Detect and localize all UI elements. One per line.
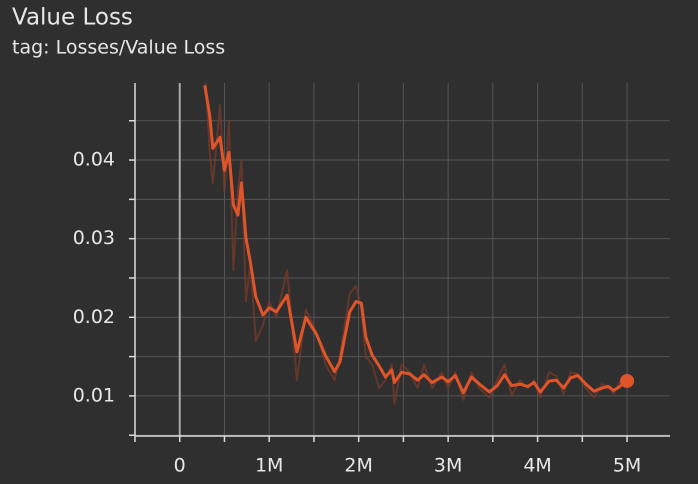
y-tick-label: 0.03 bbox=[73, 227, 115, 249]
axes: 0.01 0.02 0.03 0.04 0 1M 2M 3M 4M 5M bbox=[73, 83, 670, 477]
x-tick-label: 1M bbox=[255, 455, 283, 477]
chart-subtitle: tag: Losses/Value Loss bbox=[12, 37, 225, 59]
x-tick-label: 4M bbox=[523, 455, 551, 477]
raw-line bbox=[204, 83, 628, 405]
chart-title: Value Loss bbox=[12, 5, 133, 31]
y-tick-label: 0.01 bbox=[73, 384, 115, 406]
y-tick-label: 0.02 bbox=[73, 306, 115, 328]
plot-area bbox=[203, 83, 628, 405]
x-tick-label: 2M bbox=[344, 455, 372, 477]
x-tick-label: 5M bbox=[613, 455, 641, 477]
last-point bbox=[620, 373, 635, 388]
y-tick-label: 0.04 bbox=[73, 149, 115, 171]
smoothed-line bbox=[203, 85, 628, 395]
grid bbox=[134, 83, 670, 436]
x-tick-label: 0 bbox=[174, 455, 186, 477]
x-tick-label: 3M bbox=[434, 455, 462, 477]
